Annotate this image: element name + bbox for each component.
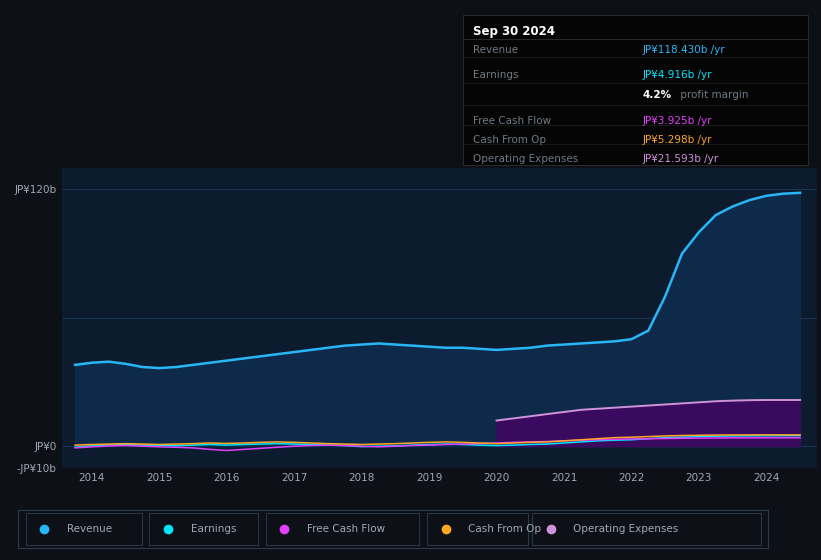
Text: Sep 30 2024: Sep 30 2024 xyxy=(474,26,555,39)
Text: JP¥5.298b /yr: JP¥5.298b /yr xyxy=(642,135,712,145)
Text: Revenue: Revenue xyxy=(67,524,112,534)
Text: Earnings: Earnings xyxy=(190,524,236,534)
Text: JP¥3.925b /yr: JP¥3.925b /yr xyxy=(642,115,712,125)
FancyBboxPatch shape xyxy=(149,513,258,545)
FancyBboxPatch shape xyxy=(427,513,528,545)
Text: 4.2%: 4.2% xyxy=(642,90,672,100)
Text: Cash From Op: Cash From Op xyxy=(468,524,541,534)
Text: Free Cash Flow: Free Cash Flow xyxy=(474,115,552,125)
FancyBboxPatch shape xyxy=(265,513,420,545)
Text: JP¥118.430b /yr: JP¥118.430b /yr xyxy=(642,45,725,55)
Text: Operating Expenses: Operating Expenses xyxy=(573,524,678,534)
FancyBboxPatch shape xyxy=(25,513,142,545)
Text: JP¥21.593b /yr: JP¥21.593b /yr xyxy=(642,155,718,165)
Text: Earnings: Earnings xyxy=(474,71,519,81)
Text: Cash From Op: Cash From Op xyxy=(474,135,546,145)
FancyBboxPatch shape xyxy=(532,513,760,545)
Text: JP¥4.916b /yr: JP¥4.916b /yr xyxy=(642,71,712,81)
Text: Free Cash Flow: Free Cash Flow xyxy=(307,524,385,534)
Text: Revenue: Revenue xyxy=(474,45,519,55)
Text: Operating Expenses: Operating Expenses xyxy=(474,155,579,165)
Text: profit margin: profit margin xyxy=(677,90,749,100)
